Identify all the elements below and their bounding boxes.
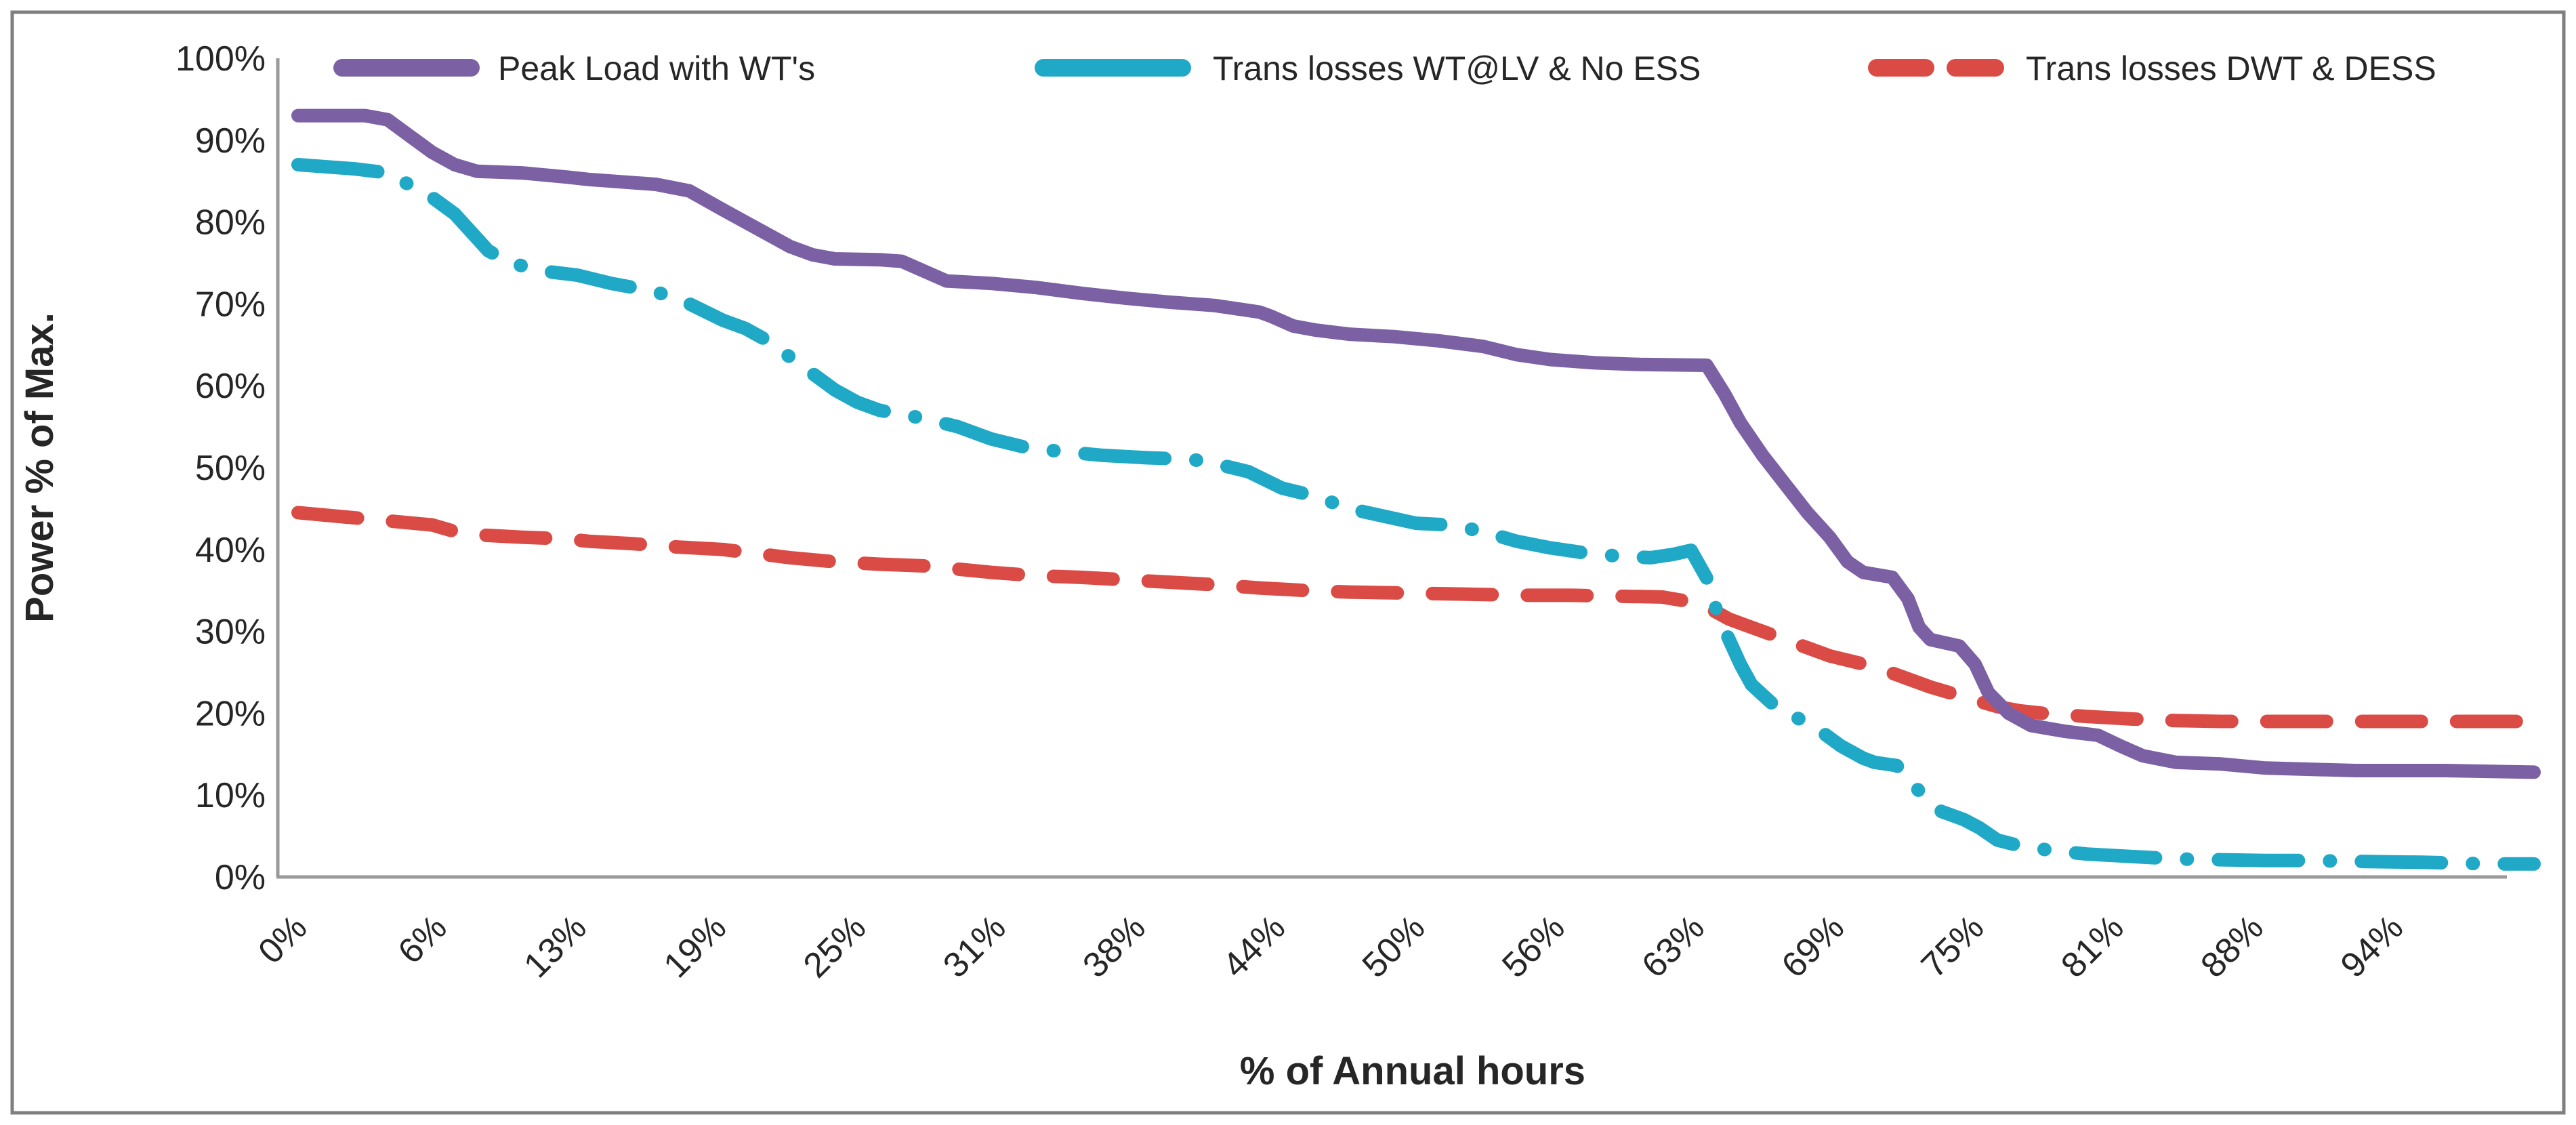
y-tick-label: 40% [195,531,266,570]
legend-item-trans-losses-wtlv: Trans losses WT@LV & No ESS [1035,49,1701,87]
legend-label-trans-losses-dwt: Trans losses DWT & DESS [2026,49,2436,87]
y-tick-label: 50% [195,449,266,488]
y-axis-title: Power % of Max. [18,312,62,623]
y-tick-label: 100% [175,39,266,79]
legend: Peak Load with WT's Trans losses WT@LV &… [333,49,2436,87]
series-group [291,108,2541,871]
series-line-trans-losses-wt-lv-no-ess [291,158,2541,871]
x-axis-title: % of Annual hours [1240,1049,1585,1093]
y-tick-label: 70% [195,285,266,324]
legend-label-peak-load: Peak Load with WT's [498,49,815,87]
y-tick-label: 30% [195,613,266,652]
legend-label-trans-losses-wtlv: Trans losses WT@LV & No ESS [1213,49,1701,87]
series-line-peak-load-with-wt-s [291,108,2541,779]
y-axis-tick-labels: 0% 10% 20% 30% 40% 50% 60% 70% 80% 90% 100% [175,39,266,897]
y-tick-label: 10% [195,776,266,815]
legend-item-peak-load: Peak Load with WT's [333,49,815,87]
y-tick-label: 20% [195,694,266,733]
y-tick-label: 80% [195,203,266,243]
y-tick-label: 0% [215,858,266,897]
y-tick-label: 90% [195,121,266,161]
y-tick-label: 60% [195,367,266,406]
legend-item-trans-losses-dwt: Trans losses DWT & DESS [1868,49,2436,87]
